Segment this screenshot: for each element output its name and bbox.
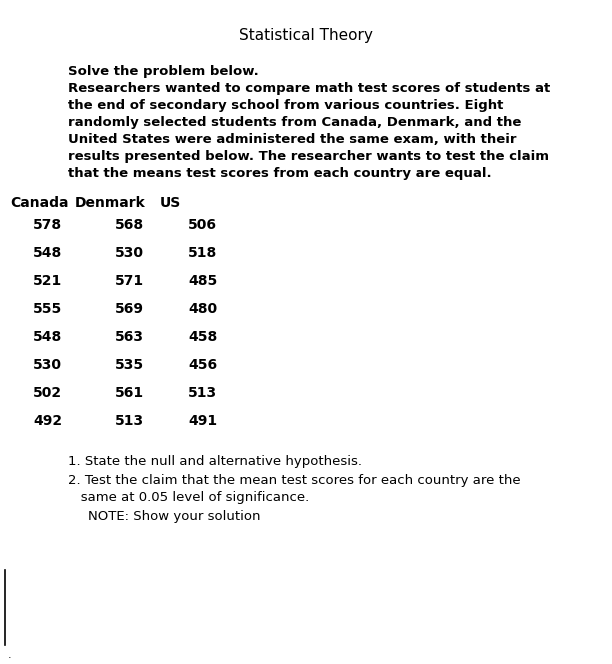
Text: 561: 561 <box>115 386 144 400</box>
Text: results presented below. The researcher wants to test the claim: results presented below. The researcher … <box>68 150 549 163</box>
Text: 480: 480 <box>188 302 217 316</box>
Text: 456: 456 <box>188 358 217 372</box>
Text: 491: 491 <box>188 414 217 428</box>
Text: 492: 492 <box>33 414 62 428</box>
Text: 1. State the null and alternative hypothesis.: 1. State the null and alternative hypoth… <box>68 455 362 468</box>
Text: US: US <box>160 196 181 210</box>
Text: 563: 563 <box>115 330 144 344</box>
Text: 513: 513 <box>188 386 217 400</box>
Text: Denmark: Denmark <box>75 196 146 210</box>
Text: 502: 502 <box>33 386 62 400</box>
Text: 555: 555 <box>33 302 62 316</box>
Text: 485: 485 <box>188 274 217 288</box>
Text: Researchers wanted to compare math test scores of students at: Researchers wanted to compare math test … <box>68 82 550 95</box>
Text: the end of secondary school from various countries. Eight: the end of secondary school from various… <box>68 99 504 112</box>
Text: 518: 518 <box>188 246 217 260</box>
Text: 578: 578 <box>33 218 62 232</box>
Text: 530: 530 <box>33 358 62 372</box>
Text: 571: 571 <box>115 274 144 288</box>
Text: 513: 513 <box>115 414 144 428</box>
Text: 530: 530 <box>115 246 144 260</box>
Text: Statistical Theory: Statistical Theory <box>239 28 373 43</box>
Text: 548: 548 <box>33 330 62 344</box>
Text: Canada: Canada <box>10 196 69 210</box>
Text: 569: 569 <box>115 302 144 316</box>
Text: 568: 568 <box>115 218 144 232</box>
Text: Solve the problem below.: Solve the problem below. <box>68 65 259 78</box>
Text: NOTE: Show your solution: NOTE: Show your solution <box>88 510 261 523</box>
Text: 521: 521 <box>33 274 62 288</box>
Text: same at 0.05 level of significance.: same at 0.05 level of significance. <box>68 491 309 504</box>
Text: 2. Test the claim that the mean test scores for each country are the: 2. Test the claim that the mean test sco… <box>68 474 521 487</box>
Text: randomly selected students from Canada, Denmark, and the: randomly selected students from Canada, … <box>68 116 521 129</box>
Text: 548: 548 <box>33 246 62 260</box>
Text: that the means test scores from each country are equal.: that the means test scores from each cou… <box>68 167 491 180</box>
Text: 506: 506 <box>188 218 217 232</box>
Text: 458: 458 <box>188 330 217 344</box>
Text: 535: 535 <box>115 358 144 372</box>
Text: .: . <box>8 650 12 660</box>
Text: United States were administered the same exam, with their: United States were administered the same… <box>68 133 517 146</box>
